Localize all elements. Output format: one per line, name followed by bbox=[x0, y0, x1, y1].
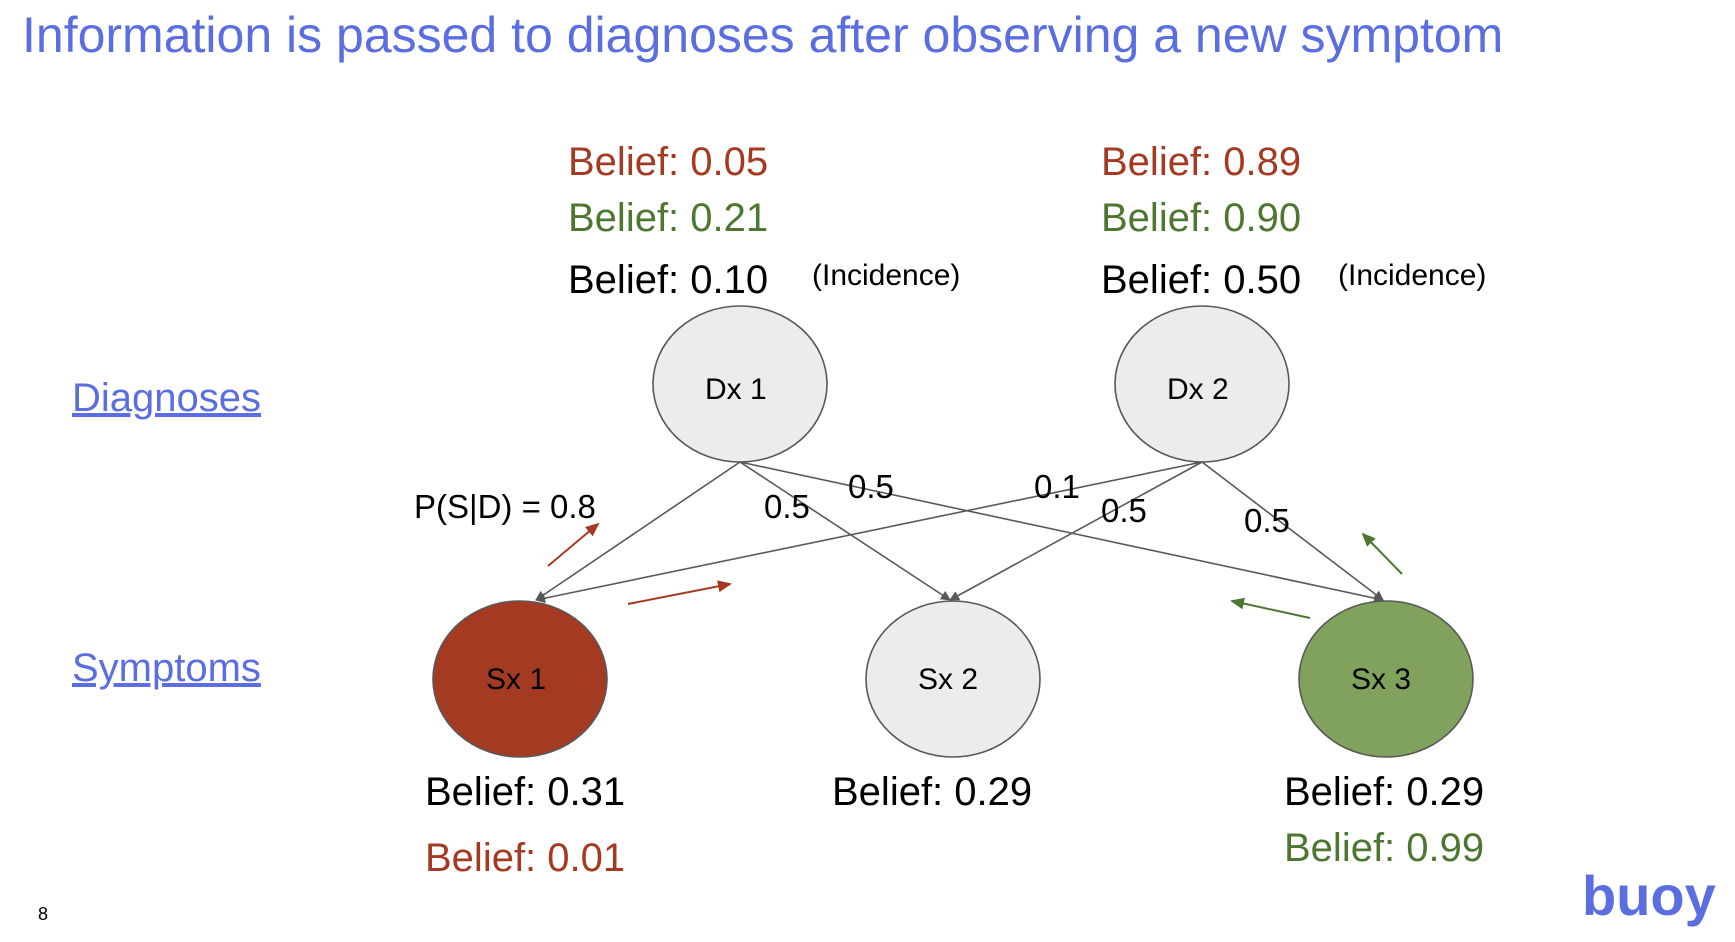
edge-dx2-sx2 bbox=[949, 461, 1203, 601]
edge-dx2-sx3 bbox=[1201, 461, 1384, 601]
node-sx1 bbox=[432, 600, 608, 758]
dx2-belief-red: Belief: 0.89 bbox=[1101, 140, 1302, 184]
dx2-belief-green: Belief: 0.90 bbox=[1101, 196, 1302, 240]
sx3-belief-black: Belief: 0.29 bbox=[1284, 770, 1485, 814]
dx2-belief-incidence: Belief: 0.50 bbox=[1101, 258, 1302, 302]
section-label-symptoms: Symptoms bbox=[72, 646, 261, 690]
node-label-dx1: Dx 1 bbox=[705, 373, 767, 406]
sx1-belief-black: Belief: 0.31 bbox=[425, 770, 626, 814]
buoy-logo: buoy bbox=[1582, 864, 1716, 927]
flow-arrow-red-right bbox=[627, 580, 732, 605]
edge-label-dx2-sx3: 0.5 bbox=[1244, 502, 1290, 539]
node-label-dx2: Dx 2 bbox=[1167, 373, 1229, 406]
node-dx2 bbox=[1114, 305, 1290, 463]
node-label-sx1: Sx 1 bbox=[486, 663, 547, 696]
dx1-belief-green: Belief: 0.21 bbox=[568, 196, 769, 240]
edge-dx1-sx1 bbox=[535, 461, 741, 601]
dx2-incidence-note: (Incidence) bbox=[1338, 259, 1487, 292]
node-label-sx3: Sx 3 bbox=[1351, 663, 1412, 696]
dx1-belief-red: Belief: 0.05 bbox=[568, 140, 769, 184]
dx1-incidence-note: (Incidence) bbox=[812, 259, 961, 292]
node-label-sx2: Sx 2 bbox=[918, 663, 979, 696]
sx1-belief-red: Belief: 0.01 bbox=[425, 836, 626, 880]
dx1-belief-incidence: Belief: 0.10 bbox=[568, 258, 769, 302]
flow-arrow-green-left bbox=[1230, 597, 1311, 619]
node-sx3 bbox=[1298, 600, 1474, 758]
sx2-belief-black: Belief: 0.29 bbox=[832, 770, 1033, 814]
sx3-belief-green: Belief: 0.99 bbox=[1284, 826, 1485, 870]
edge-label-dx1-sx2: 0.5 bbox=[764, 488, 810, 525]
edge-label-dx1-sx1: P(S|D) = 0.8 bbox=[414, 488, 596, 525]
flow-arrow-green-up bbox=[1361, 532, 1403, 575]
edge-label-dx1-sx3: 0.5 bbox=[848, 468, 894, 505]
edge-dx1-sx2 bbox=[739, 461, 951, 601]
flow-arrow-red-up bbox=[547, 522, 600, 567]
page-number: 8 bbox=[38, 904, 49, 924]
section-label-diagnoses: Diagnoses bbox=[72, 376, 262, 420]
edge-dx1-sx3 bbox=[739, 461, 1384, 604]
node-dx1 bbox=[652, 305, 828, 463]
edge-label-dx2-sx2: 0.5 bbox=[1101, 492, 1147, 529]
edge-dx2-sx1 bbox=[535, 461, 1203, 604]
page-title: Information is passed to diagnoses after… bbox=[22, 7, 1504, 63]
node-sx2 bbox=[865, 600, 1041, 758]
edge-label-dx2-sx1: 0.1 bbox=[1034, 468, 1080, 505]
